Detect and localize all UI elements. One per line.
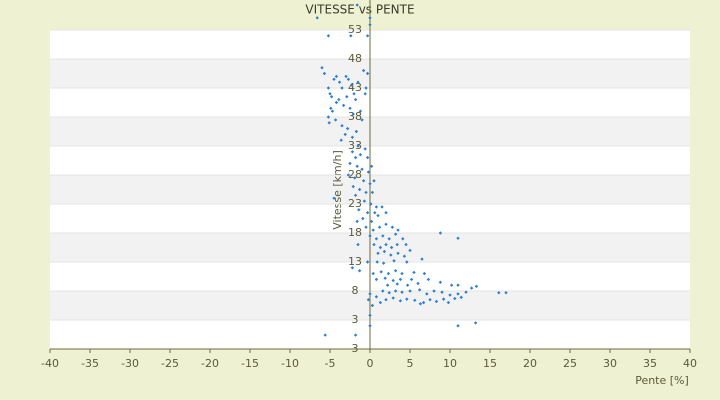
x-tick-label: -35 xyxy=(81,357,99,370)
x-tick-label: -10 xyxy=(281,357,299,370)
point xyxy=(349,34,353,38)
x-tick-label: 30 xyxy=(603,357,617,370)
point xyxy=(353,97,358,102)
x-tick-label: -25 xyxy=(161,357,179,370)
x-tick-label: 20 xyxy=(523,357,537,370)
point xyxy=(351,112,355,116)
point xyxy=(370,190,375,195)
point xyxy=(366,170,371,174)
y-tick-label: 53 xyxy=(348,23,362,36)
point xyxy=(330,109,335,113)
x-tick-label: 10 xyxy=(443,357,457,370)
x-tick-label: -20 xyxy=(201,357,219,370)
point xyxy=(322,71,327,76)
point xyxy=(361,68,366,73)
x-tick-label: 25 xyxy=(563,357,577,370)
point xyxy=(356,80,360,84)
point xyxy=(390,225,395,229)
point xyxy=(320,66,324,70)
point xyxy=(345,95,349,99)
point xyxy=(354,129,359,134)
point xyxy=(358,153,363,157)
point xyxy=(361,216,365,221)
point xyxy=(389,253,393,257)
point xyxy=(438,231,443,235)
x-tick-label: -15 xyxy=(241,357,259,370)
point xyxy=(364,86,368,90)
point xyxy=(373,211,377,215)
point xyxy=(329,95,334,99)
point xyxy=(365,71,370,76)
y-tick-label: 28 xyxy=(348,168,362,181)
y-tick-label: 8 xyxy=(352,284,359,297)
x-tick-label: 5 xyxy=(407,357,414,370)
point xyxy=(358,109,363,113)
y-tick-label: 33 xyxy=(348,139,362,152)
point xyxy=(346,77,351,81)
x-tick-label: 15 xyxy=(483,357,497,370)
point xyxy=(378,245,383,250)
point xyxy=(349,83,354,87)
point xyxy=(337,97,341,102)
x-tick-label: 40 xyxy=(683,357,697,370)
point xyxy=(329,106,333,110)
y-tick-label: 48 xyxy=(348,52,362,65)
chart-title: VITESSE vs PENTE xyxy=(305,3,414,17)
point xyxy=(369,202,373,206)
point xyxy=(337,80,342,84)
point xyxy=(401,237,405,241)
point xyxy=(353,176,357,180)
y-tick-label: 13 xyxy=(348,255,362,268)
point xyxy=(326,86,331,90)
x-tick-label: -30 xyxy=(121,357,139,370)
point xyxy=(381,234,385,238)
y-axis-title: Vitesse [km/h] xyxy=(331,150,344,230)
point xyxy=(362,199,367,203)
point xyxy=(374,237,379,241)
y-tick-label: 43 xyxy=(348,81,362,94)
x-tick-label: 0 xyxy=(367,357,374,370)
y-tick-label: 23 xyxy=(348,197,362,210)
point xyxy=(326,34,331,38)
x-tick-label: 35 xyxy=(643,357,657,370)
point xyxy=(350,135,355,139)
point xyxy=(382,249,387,254)
point xyxy=(340,86,344,90)
x-tick-label: -40 xyxy=(41,357,59,370)
point xyxy=(326,115,331,119)
point xyxy=(346,173,351,177)
y-tick-label: 38 xyxy=(348,110,362,123)
point xyxy=(350,150,355,154)
point xyxy=(334,100,339,105)
point xyxy=(345,126,350,131)
y-tick-label: 3 xyxy=(352,313,359,326)
point xyxy=(374,205,379,209)
x-axis-title: Pente [%] xyxy=(635,374,689,387)
x-tick-label: -5 xyxy=(325,357,336,370)
point xyxy=(334,74,339,79)
point xyxy=(357,208,361,212)
y-tick-label: 18 xyxy=(348,226,362,239)
point xyxy=(340,124,344,128)
point xyxy=(365,34,370,38)
